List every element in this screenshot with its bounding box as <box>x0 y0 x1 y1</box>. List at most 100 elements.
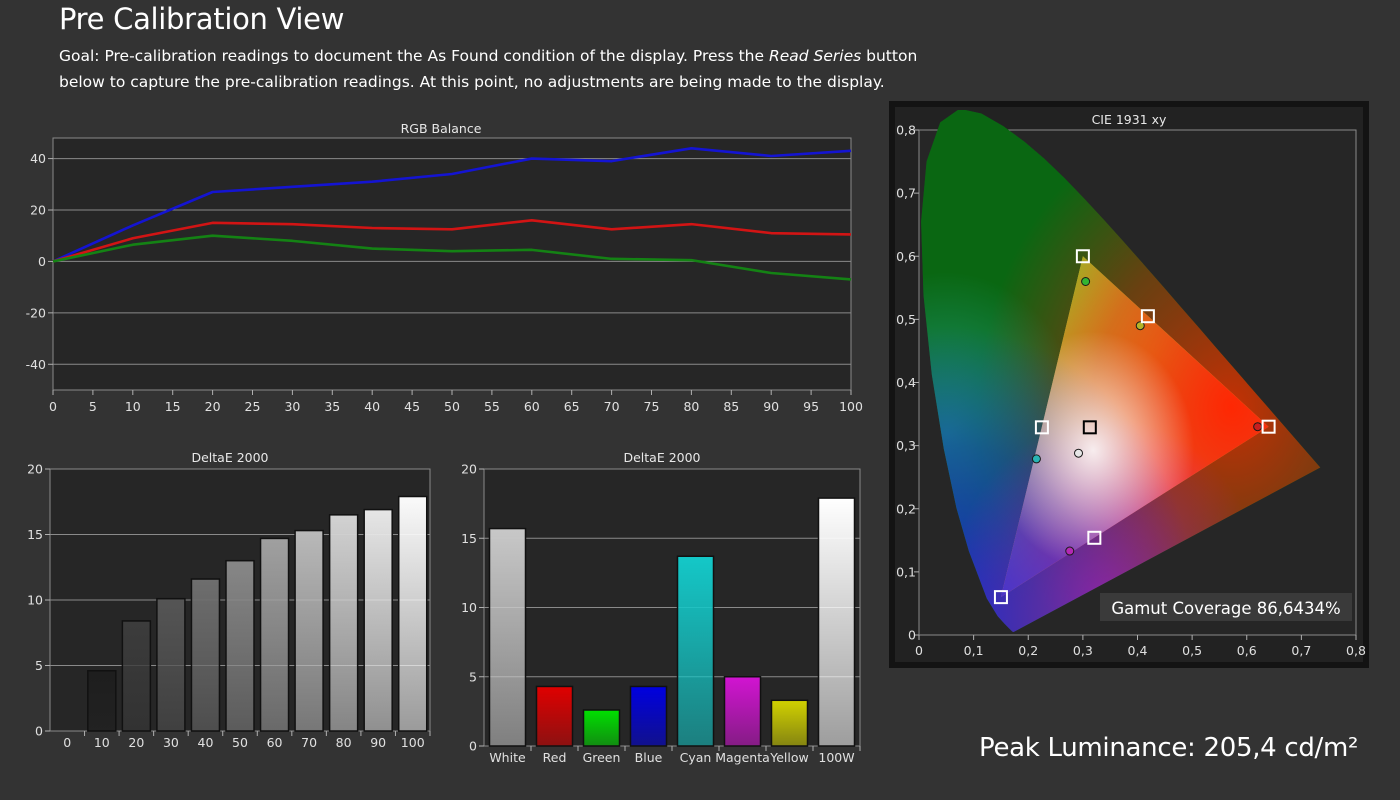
rgb-x-tick-label: 15 <box>165 399 181 414</box>
cie-measured-point-red <box>1253 422 1263 432</box>
cie-x-tick-label: 0,7 <box>1291 643 1311 658</box>
rgb-x-tick-label: 45 <box>404 399 420 414</box>
color-x-tick-label: Green <box>583 750 621 765</box>
color-y-tick-label: 5 <box>469 669 477 684</box>
rgb-x-tick-label: 20 <box>205 399 221 414</box>
rgb-x-tick-label: 75 <box>644 399 660 414</box>
deltae-colors-title: DeltaE 2000 <box>623 450 700 465</box>
gray-y-tick-label: 20 <box>27 462 43 477</box>
rgb-x-tick-label: 25 <box>245 399 261 414</box>
color-y-tick-label: 15 <box>461 531 477 546</box>
rgb-balance-title: RGB Balance <box>401 121 482 136</box>
cie-y-tick-label: 0,5 <box>896 312 916 327</box>
deltae-grayscale-title: DeltaE 2000 <box>191 450 268 465</box>
rgb-x-tick-label: 65 <box>564 399 580 414</box>
rgb-x-tick-label: 10 <box>125 399 141 414</box>
rgb-x-tick-label: 5 <box>89 399 97 414</box>
cie-x-tick-label: 0,2 <box>1018 643 1038 658</box>
cie-y-tick-label: 0,6 <box>896 249 916 264</box>
page-goal-text: Goal: Pre-calibration readings to docume… <box>59 43 939 95</box>
rgb-balance-chart: RGB Balance 0 5 10 15 20 25 30 35 40 45 50 55 60 65 70… <box>26 121 863 414</box>
deltae-colors-chart: DeltaE 2000 White Red Green Blue Cyan Magenta… <box>461 450 861 765</box>
cie-target-point-red <box>1261 419 1276 434</box>
gray-y-tick-label: 0 <box>35 724 43 739</box>
rgb-x-tick-label: 90 <box>763 399 779 414</box>
rgb-x-tick-label: 60 <box>524 399 540 414</box>
gray-y-tick-label: 15 <box>27 527 43 542</box>
rgb-y-tick-label: -40 <box>26 357 46 372</box>
page-title: Pre Calibration View <box>59 2 345 36</box>
color-x-tick-label: Red <box>543 750 567 765</box>
rgb-x-tick-label: 55 <box>484 399 500 414</box>
rgb-x-tick-label: 80 <box>683 399 699 414</box>
cie-target-point-green <box>1075 249 1090 264</box>
gray-x-tick-label: 50 <box>232 735 248 750</box>
gray-y-tick-label: 10 <box>27 593 43 608</box>
cie-y-tick-label: 0,8 <box>896 123 916 138</box>
rgb-x-tick-label: 35 <box>324 399 340 414</box>
cie-target-point-blue <box>993 590 1008 605</box>
cie-title: CIE 1931 xy <box>1092 112 1167 127</box>
color-bar <box>629 685 668 747</box>
gray-bar <box>328 514 359 732</box>
goal-prefix: Goal: Pre-calibration readings to docume… <box>59 47 769 65</box>
color-bar <box>723 676 762 747</box>
color-y-tick-label: 20 <box>461 462 477 477</box>
color-bar <box>488 527 527 747</box>
gray-bar <box>363 508 393 732</box>
gray-bar <box>225 559 255 732</box>
color-bar <box>770 699 809 747</box>
rgb-x-tick-label: 0 <box>49 399 57 414</box>
color-bar <box>582 709 621 747</box>
gray-x-tick-label: 60 <box>267 735 283 750</box>
cie-target-point-cyan <box>1034 420 1049 435</box>
gray-bar <box>259 537 290 732</box>
rgb-x-tick-label: 95 <box>803 399 819 414</box>
gray-bar <box>190 578 221 732</box>
rgb-y-tick-label: -20 <box>26 305 46 320</box>
rgb-x-tick-label: 50 <box>444 399 460 414</box>
color-bar <box>676 555 715 747</box>
gray-x-tick-label: 90 <box>370 735 386 750</box>
rgb-x-tick-label: 40 <box>364 399 380 414</box>
color-x-tick-label: Blue <box>635 750 663 765</box>
deltae-grayscale-chart: DeltaE 2000 0 10 20 30 40 50 60 70 80 90 100 20151… <box>27 450 431 750</box>
cie-y-tick-label: 0,3 <box>896 438 916 453</box>
cie-measured-point-cyan <box>1031 454 1041 464</box>
rgb-y-tick-label: 0 <box>38 254 46 269</box>
cie-y-tick-label: 0,1 <box>896 564 916 579</box>
cie-x-tick-label: 0,5 <box>1182 643 1202 658</box>
rgb-y-tick-label: 20 <box>30 203 46 218</box>
rgb-x-tick-label: 85 <box>723 399 739 414</box>
color-bar <box>817 497 856 747</box>
cie-measured-point-green <box>1081 277 1091 286</box>
cie-y-tick-label: 0,4 <box>896 375 916 390</box>
gray-x-tick-label: 40 <box>198 735 214 750</box>
cie-measured-point-yellow <box>1135 321 1145 331</box>
gray-x-tick-label: 70 <box>301 735 317 750</box>
cie-x-tick-label: 0,8 <box>1346 643 1366 658</box>
gray-x-tick-label: 100 <box>401 735 425 750</box>
cie-x-tick-label: 0,3 <box>1073 643 1093 658</box>
rgb-series-line-2 <box>52 234 852 281</box>
cie-y-tick-label: 0,2 <box>896 501 916 516</box>
cie-target-point-magenta <box>1087 530 1102 545</box>
color-y-tick-label: 10 <box>461 600 477 615</box>
gray-x-tick-label: 20 <box>128 735 144 750</box>
rgb-y-tick-label: 40 <box>30 151 46 166</box>
rgb-x-tick-label: 30 <box>284 399 300 414</box>
cie-y-tick-label: 0,7 <box>896 186 916 201</box>
gamut-coverage-box <box>1100 593 1352 621</box>
cie-target-point-white <box>1082 420 1097 435</box>
gray-x-tick-label: 30 <box>163 735 179 750</box>
goal-suffix: button below to capture the pre-calibrat… <box>59 47 918 91</box>
gray-bar <box>397 495 428 732</box>
color-x-tick-label: White <box>489 750 526 765</box>
cie-x-tick-label: 0,6 <box>1237 643 1257 658</box>
peak-luminance-readout: Peak Luminance: 205,4 cd/m² <box>979 733 1359 763</box>
read-series-reference: Read Series <box>768 47 862 65</box>
gray-x-tick-label: 10 <box>94 735 110 750</box>
cie-measured-point-white <box>1074 448 1084 458</box>
cie-x-tick-label: 0,1 <box>964 643 984 658</box>
